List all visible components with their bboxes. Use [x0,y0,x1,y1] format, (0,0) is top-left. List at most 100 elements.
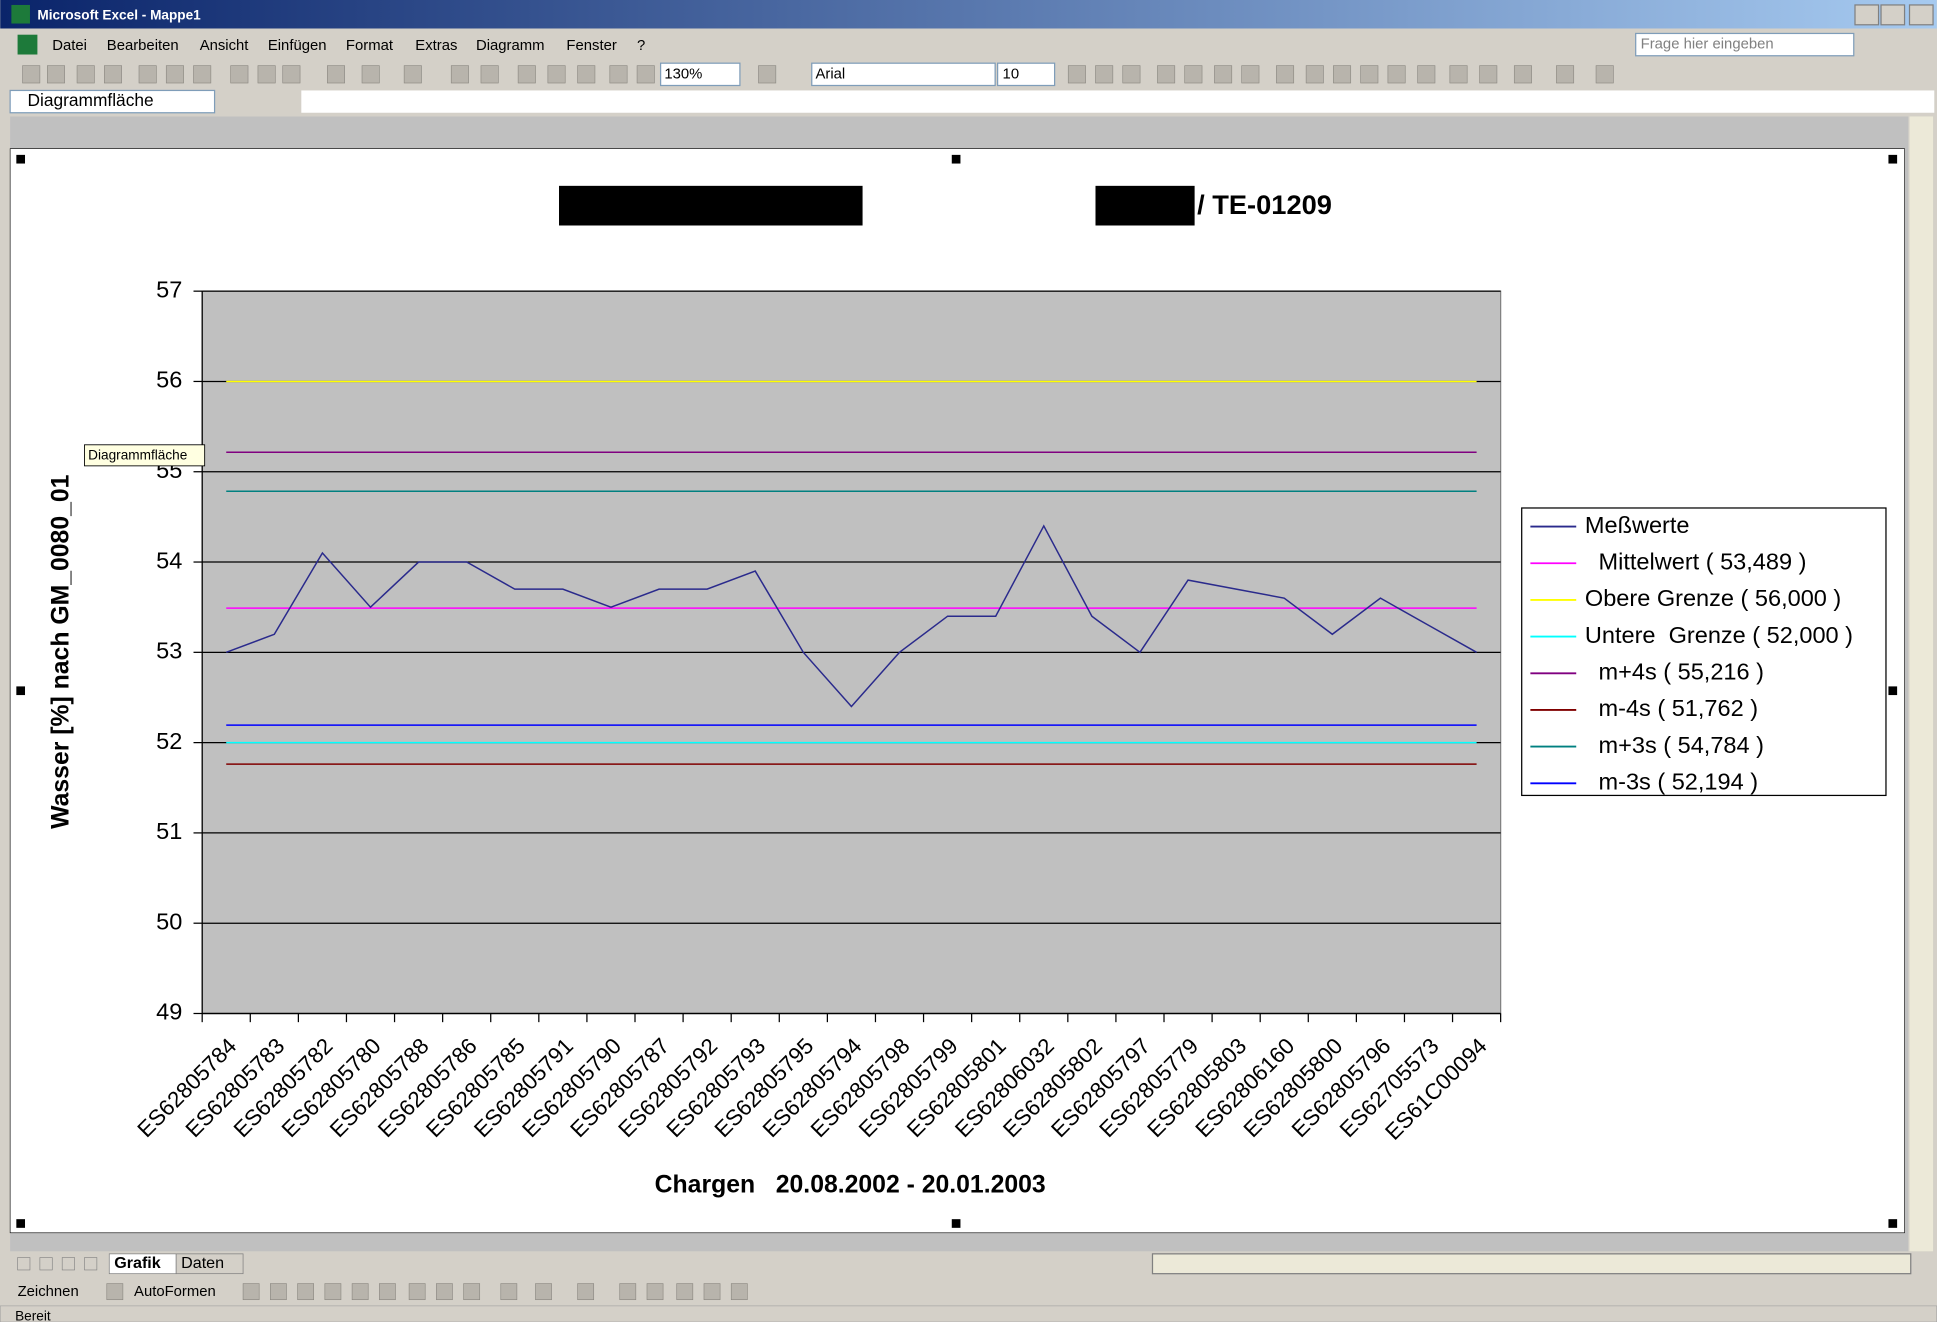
toolbar-button[interactable] [1122,65,1141,84]
toolbar-button[interactable] [1333,65,1352,84]
toolbar-button[interactable] [517,65,536,84]
drawing-button[interactable] [703,1283,721,1301]
drawing-button[interactable] [619,1283,637,1301]
menu-item[interactable]: Diagramm [476,38,545,54]
toolbar-button[interactable] [1095,65,1114,84]
toolbar-button[interactable] [327,65,345,84]
drawing-menu[interactable]: Zeichnen [18,1284,79,1300]
close[interactable] [1908,4,1934,26]
toolbar-button[interactable] [165,65,184,84]
toolbar-button[interactable] [282,65,301,84]
tab-nav[interactable] [61,1257,75,1271]
drawing-button[interactable] [500,1283,518,1301]
menu-item[interactable]: Datei [52,38,87,54]
drawing-button[interactable] [242,1283,260,1301]
toolbar-button[interactable] [547,65,566,84]
drawing-button[interactable] [646,1283,664,1301]
drawing-button[interactable] [351,1283,369,1301]
drawing-toolbar [0,1277,1937,1305]
toolbar-button[interactable] [1479,65,1498,84]
minimize[interactable] [1854,4,1880,26]
toolbar-button[interactable] [257,65,276,84]
toolbar-button[interactable] [636,65,655,84]
zoom-box[interactable] [659,62,741,87]
toolbar-button[interactable] [403,65,422,84]
selection-handles [16,154,1898,1228]
name-box[interactable] [9,89,216,114]
legend-label: Mittelwert ( 53,489 ) [1599,548,1807,574]
drawing-button[interactable] [297,1283,315,1301]
toolbar-button[interactable] [1556,65,1575,84]
drawing-button[interactable] [379,1283,396,1301]
toolbar-button[interactable] [1387,65,1406,84]
v-scrollbar[interactable] [1909,116,1934,1252]
y-tick-label: 53 [156,638,182,664]
toolbar-button[interactable] [1067,65,1086,84]
window-buttons [1854,4,1934,26]
sheet-tab[interactable] [175,1253,244,1275]
toolbar-button[interactable] [1449,65,1468,84]
toolbar-button[interactable] [480,65,499,84]
drawing-button[interactable] [408,1283,426,1301]
menu-item[interactable]: Extras [415,38,457,54]
legend-label: m+3s ( 54,784 ) [1599,732,1764,758]
toolbar-button[interactable] [1513,65,1532,84]
toolbar-button[interactable] [76,65,95,84]
menu-item[interactable]: Bearbeiten [107,38,179,54]
toolbar-button[interactable] [138,65,157,84]
drawing-button[interactable] [463,1283,481,1301]
restore[interactable] [1880,4,1906,26]
h-scrollbar[interactable] [1151,1253,1912,1275]
toolbar-button[interactable] [103,65,122,84]
help-box[interactable] [1635,32,1855,57]
menu-item[interactable]: Fenster [566,38,616,54]
drawing-button[interactable] [106,1283,124,1301]
drawing-button[interactable] [676,1283,694,1301]
drawing-button[interactable] [270,1283,287,1301]
legend-label: Meßwerte [1585,512,1690,538]
toolbar-button[interactable] [1360,65,1379,84]
tab-nav[interactable] [17,1257,31,1271]
toolbar-button[interactable] [577,65,596,84]
legend [1521,507,1887,797]
toolbar-button[interactable] [1157,65,1176,84]
menu-item[interactable]: Einfügen [268,38,327,54]
toolbar-button[interactable] [47,65,65,84]
redaction [1095,185,1195,226]
menu-item[interactable]: Ansicht [200,38,250,54]
toolbar-button[interactable] [1241,65,1260,84]
toolbar-button[interactable] [361,65,380,84]
window-title: Microsoft Excel - Mappe1 [37,8,201,23]
drawing-button[interactable] [535,1283,552,1301]
toolbar-button[interactable] [758,65,777,84]
formula-input[interactable] [301,90,1935,113]
legend-label: m+4s ( 55,216 ) [1599,658,1764,684]
tab-nav[interactable] [39,1257,53,1271]
toolbar-button[interactable] [1305,65,1324,84]
toolbar-button[interactable] [193,65,212,84]
tab-nav[interactable] [84,1257,98,1271]
font-size-box[interactable] [996,62,1056,87]
y-tick-label: 54 [156,547,182,573]
drawing-button[interactable] [577,1283,595,1301]
font-box[interactable] [811,62,996,87]
menu-item[interactable]: ? [637,38,645,54]
toolbar-button[interactable] [1214,65,1233,84]
toolbar-button[interactable] [1595,65,1614,84]
toolbar-button[interactable] [609,65,628,84]
toolbar-button[interactable] [450,65,469,84]
drawing-button[interactable] [436,1283,453,1301]
drawing-menu[interactable]: AutoFormen [134,1284,216,1300]
menu-item[interactable]: Format [346,38,394,54]
toolbar-button[interactable] [1417,65,1436,84]
toolbar-button[interactable] [230,65,249,84]
status: Bereit [15,1309,51,1322]
y-tick-label: 56 [156,367,182,393]
toolbar-button[interactable] [22,65,41,84]
drawing-button[interactable] [324,1283,342,1301]
drawing-button[interactable] [730,1283,748,1301]
toolbar-button[interactable] [1184,65,1203,84]
y-tick-label: 49 [156,999,182,1025]
toolbar-button[interactable] [1276,65,1295,84]
